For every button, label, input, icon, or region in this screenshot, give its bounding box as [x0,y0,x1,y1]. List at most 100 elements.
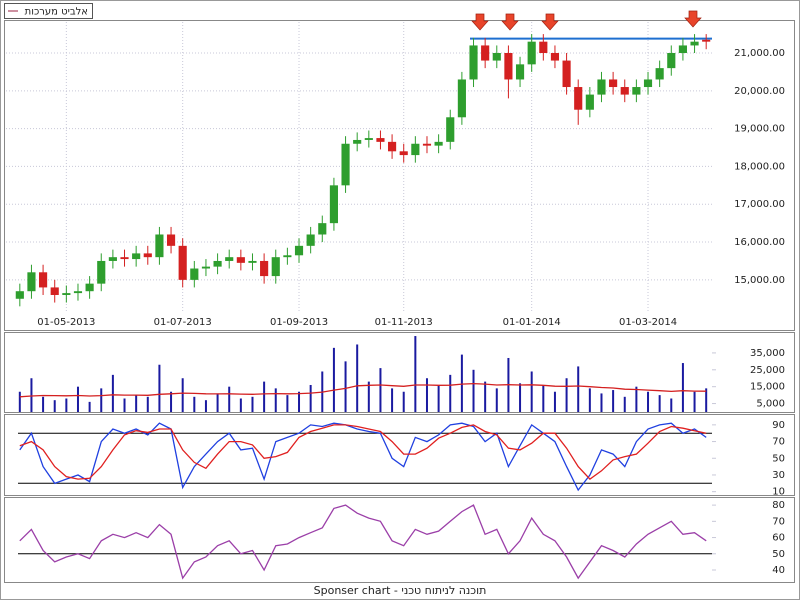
y-tick-label: 40 [772,565,785,576]
candle-body [527,41,536,65]
arrow [471,13,489,31]
volume-bar [88,401,91,412]
series-line [19,422,707,492]
candle-body [108,257,117,261]
volume-bar [472,369,475,412]
volume-bar [612,390,615,412]
candle-body [271,257,280,277]
candle-body [690,41,699,46]
y-tick-label: 19,000.00 [734,124,785,135]
volume-bar [577,366,580,412]
volume-bar [286,395,289,412]
y-tick-label: 15,000 [750,382,785,393]
volume-bar [437,384,440,412]
volume-bar [519,383,522,412]
footer: Sponser chart - תוכנה לניתוח טכני [314,584,487,597]
volume-bar [193,396,196,412]
volume-bar [309,384,312,412]
volume-bar [111,374,114,412]
candle-body [318,223,327,235]
candle-body [341,143,350,186]
candle-body [550,53,560,61]
volume-bar [425,378,428,412]
y-tick-label: 25,000 [750,365,785,376]
volume-bar [135,395,138,412]
candle-body [15,291,24,299]
volume-bar [228,386,231,412]
candle-body [143,253,152,258]
candle-body [132,253,141,260]
volume-bar [623,396,626,412]
candle-body [399,151,408,156]
volume-bar [367,381,370,412]
volume-bar [344,361,347,412]
price-panel [4,20,795,331]
volume-bar [42,396,45,412]
x-tick-label: 01-09-2013 [270,317,328,328]
candle-body [643,79,653,88]
candle-body [632,87,641,95]
volume-bar [658,395,661,412]
series-line [19,424,707,480]
volume-bar [30,378,33,412]
volume-bar [449,374,452,412]
volume-bar [356,344,359,412]
candle-body [166,234,176,246]
y-tick-label: 50 [772,453,785,464]
candle-body [190,268,199,280]
candle-body [213,260,222,267]
y-tick-label: 80 [772,500,785,511]
candle-body [178,245,187,280]
candle-body [457,79,466,118]
candle-body [62,293,71,295]
volume-bar [123,398,126,412]
candle-body [283,255,292,258]
candle-body [481,45,490,61]
volume-bar [647,391,650,412]
candle-body [120,257,129,260]
rsi-panel [4,497,795,583]
volume-bar [53,400,56,412]
candle-body [597,79,606,95]
volume-bar [332,347,335,412]
candle-body [201,266,211,269]
candle-body [504,53,513,80]
candle-body [97,260,106,284]
volume-bar [263,381,266,412]
candle-body [388,141,397,152]
volume-bar [76,386,79,412]
volume-bar [553,391,556,412]
candle-body [306,234,315,246]
volume-bar [146,396,149,412]
candle-body [620,87,629,95]
candle-body [702,39,711,42]
candle-body [27,272,36,292]
volume-bar [588,388,591,412]
candle-body [562,60,571,88]
y-tick-label: 16,000.00 [734,237,785,248]
candle-body [225,257,234,261]
volume-bar [100,388,103,412]
volume-bar [693,391,696,412]
volume-bar [170,391,173,412]
y-tick-label: 10 [772,487,785,498]
volume-bar [530,371,533,412]
volume-bar [391,388,394,412]
candle-body [539,41,548,54]
volume-bar [379,368,382,412]
volume-bar [274,388,277,412]
candle-body [678,45,687,54]
volume-bar [542,384,545,412]
y-tick-label: 70 [772,437,785,448]
volume-bar [204,400,207,412]
arrow [541,13,559,31]
volume-bar [670,398,673,412]
candle-body [411,143,420,156]
candle-body [50,287,59,295]
y-tick-label: 18,000.00 [734,161,785,172]
volume-bar [705,388,708,412]
candle-body [376,138,385,142]
candle-body [434,141,443,146]
candle-body [294,245,304,256]
